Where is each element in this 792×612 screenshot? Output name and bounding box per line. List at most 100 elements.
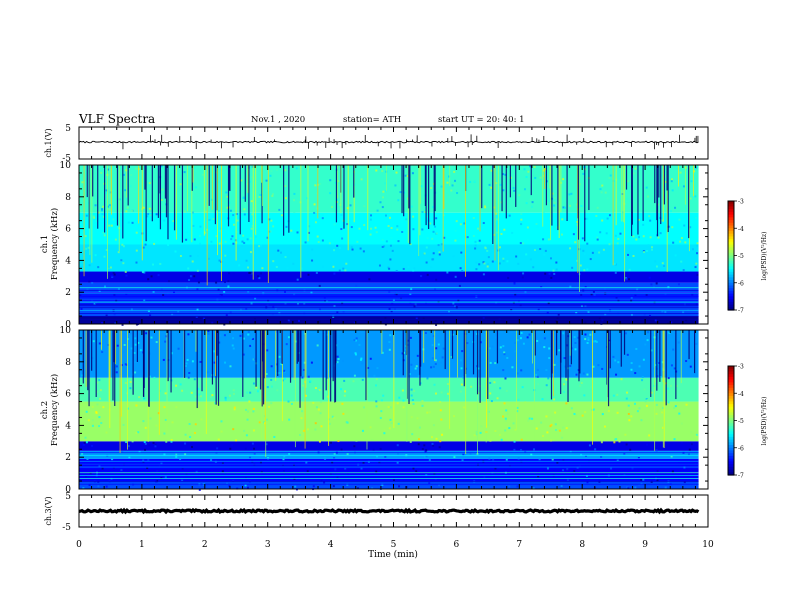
spectrogram-speckle: [229, 209, 232, 212]
colorbar-segment: [728, 304, 734, 308]
spectrogram-speckle: [694, 195, 697, 198]
freq-tick-label: 0: [65, 320, 71, 330]
spectrogram-speckle: [594, 448, 597, 451]
spectrogram-speckle: [397, 452, 400, 455]
spectrogram-speckle: [561, 436, 564, 439]
spectrogram-speckle: [480, 425, 483, 428]
spectrogram-speckle: [346, 483, 349, 486]
spectrogram-speckle: [278, 372, 281, 375]
spectrogram-speckle: [691, 293, 694, 296]
spectrogram-speckle: [512, 301, 515, 304]
spectrogram-speckle: [473, 179, 476, 182]
spectrogram-speckle: [519, 337, 522, 340]
spectrogram-speckle: [226, 195, 229, 198]
spectrogram-speckle: [437, 244, 440, 247]
spectrogram-speckle: [432, 424, 435, 427]
spectrogram-speckle: [515, 255, 518, 258]
spectrogram-speckle: [413, 267, 416, 270]
spectrogram-speckle: [606, 217, 609, 220]
spectrogram-speckle: [553, 398, 556, 401]
spectrogram-speckle: [284, 302, 287, 305]
spectrogram-speckle: [432, 230, 435, 233]
spectrogram-speckle: [553, 197, 556, 200]
spectrogram-speckle: [399, 191, 402, 194]
spectrogram-speckle: [232, 242, 235, 245]
spectrogram-speckle: [129, 185, 132, 188]
spectrogram-speckle: [390, 236, 393, 239]
spectrogram-speckle: [601, 372, 604, 375]
spectrogram-speckle: [522, 242, 525, 245]
spectrogram-speckle: [562, 206, 565, 209]
spectrogram-speckle: [583, 269, 586, 272]
spectrogram-speckle: [167, 280, 170, 283]
spectrogram-speckle: [401, 352, 404, 355]
spectrogram-speckle: [505, 458, 508, 461]
spectrogram-speckle: [373, 374, 376, 377]
spectrogram-speckle: [317, 408, 320, 411]
spectrogram-speckle: [229, 311, 232, 314]
colorbar-segment: [728, 217, 734, 221]
spectrogram-speckle: [412, 215, 415, 218]
spectrogram-speckle: [554, 423, 557, 426]
colorbar-segment: [728, 260, 734, 265]
spectrogram-speckle: [410, 416, 413, 419]
spectrogram-speckle: [430, 436, 433, 439]
spectrogram-speckle: [558, 429, 561, 432]
spectrogram-speckle: [342, 412, 345, 415]
spectrogram-speckle: [675, 385, 678, 388]
spectrogram-band: [79, 401, 699, 442]
spectrogram-speckle: [144, 448, 147, 451]
spectrogram-speckle: [258, 421, 261, 424]
spectrogram-speckle: [388, 427, 391, 430]
colorbar-segment: [728, 252, 734, 257]
spectrogram-speckle: [520, 289, 523, 292]
spectrogram-speckle: [418, 426, 421, 429]
spectrogram-speckle: [181, 389, 184, 392]
spectrogram-speckle: [183, 210, 186, 213]
spectrogram-speckle: [421, 448, 424, 451]
spectrogram-speckle: [207, 257, 210, 260]
colorbar-segment: [728, 401, 734, 405]
spectrogram-speckle: [170, 439, 173, 442]
spectrogram-speckle: [393, 479, 396, 482]
spectrogram-speckle: [453, 182, 456, 185]
spectrogram-speckle: [225, 191, 228, 194]
spectrogram-speckle: [422, 317, 425, 320]
spectrogram-speckle: [646, 443, 649, 446]
spectrogram-speckle: [220, 293, 223, 296]
spectrogram-speckle: [376, 455, 379, 458]
spectrogram-speckle: [381, 245, 384, 248]
spectrogram-speckle: [391, 249, 394, 252]
spectrogram-speckle: [215, 281, 218, 284]
spectrogram-speckle: [283, 369, 286, 372]
spectrogram-speckle: [441, 433, 444, 436]
spectrogram-speckle: [542, 211, 545, 214]
spectrogram-speckle: [540, 421, 543, 424]
spectrogram-speckle: [579, 264, 582, 267]
spectrogram-speckle: [394, 184, 397, 187]
spectrogram-speckle: [685, 319, 688, 322]
spectrogram-speckle: [643, 388, 646, 391]
spectrogram-speckle: [305, 461, 308, 464]
ch1-ytick-5: 5: [65, 124, 71, 134]
spectrogram-speckle: [150, 275, 153, 278]
spectrogram-speckle: [487, 263, 490, 266]
spectrogram-speckle: [318, 284, 321, 287]
spectrogram-speckle: [257, 201, 260, 204]
spectrogram-speckle: [241, 396, 244, 399]
spectrogram-speckle: [566, 479, 569, 482]
spectrogram-speckle: [251, 224, 254, 227]
spectrogram-speckle: [375, 470, 378, 473]
spectrogram-speckle: [280, 251, 283, 254]
spectrogram-speckle: [103, 255, 106, 258]
spectrogram-speckle: [459, 223, 462, 226]
spectrogram-speckle: [626, 197, 629, 200]
spectrogram-speckle: [574, 348, 577, 351]
spectrogram-speckle: [607, 410, 610, 413]
spectrogram-speckle: [127, 221, 130, 224]
spectrogram-speckle: [693, 170, 696, 173]
ch1-colorbar-gradient: [728, 201, 734, 311]
spectrogram-speckle: [407, 266, 410, 269]
spectrogram-speckle: [569, 285, 572, 288]
ch1-colorbar-label: log(PSD)(V²/Hz): [761, 232, 768, 281]
